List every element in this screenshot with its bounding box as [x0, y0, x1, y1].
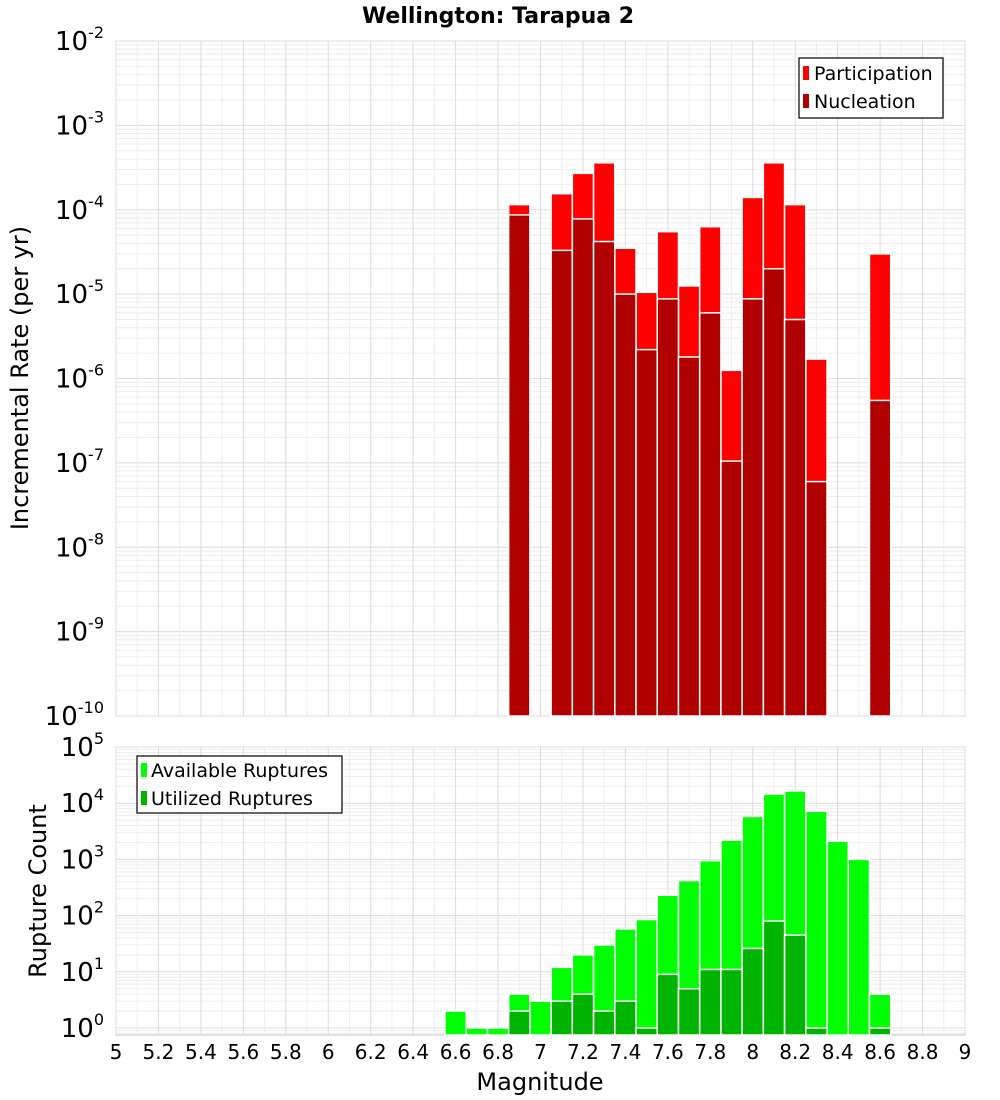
x-tick-label: 8.2	[779, 1040, 811, 1064]
nucleation-bar	[656, 298, 680, 717]
top-y-tick-label: 10-4	[55, 192, 104, 226]
nucleation-bar	[868, 399, 892, 717]
nucleation-bar	[720, 460, 743, 717]
utilized-ruptures-bar	[698, 968, 722, 1036]
top-legend: Participation Nucleation	[798, 57, 944, 119]
top-legend-box	[798, 57, 944, 119]
legend-participation-swatch	[803, 66, 809, 80]
nucleation-bar	[677, 356, 701, 717]
top-plot: 10-10 10-9 10-8 10-7 10-6 10-5 10-4 10-3 10-2 In…	[6, 23, 966, 732]
available-ruptures-bar	[444, 1010, 467, 1036]
bottom-y-axis-label: Rupture Count	[24, 804, 52, 978]
legend-utilized-swatch	[141, 791, 147, 805]
nucleation-bar	[805, 480, 828, 717]
nucleation-bar	[741, 298, 765, 717]
x-tick-label: 5.6	[227, 1040, 259, 1064]
bottom-y-tick-label: 100	[61, 1010, 104, 1044]
x-tick-label: 7.4	[609, 1040, 641, 1064]
bottom-bars	[444, 790, 892, 1036]
nucleation-bar	[571, 218, 595, 717]
bottom-y-tick-label: 102	[61, 898, 104, 932]
top-y-tick-label: 10-3	[55, 107, 104, 141]
legend-utilized-label: Utilized Ruptures	[151, 788, 313, 810]
bottom-y-tick-label: 103	[61, 841, 104, 875]
top-y-tick-label: 10-5	[55, 276, 104, 310]
bottom-y-tick-label: 105	[61, 729, 104, 763]
x-tick-label: 6	[322, 1040, 335, 1064]
legend-available-swatch	[141, 763, 147, 777]
x-tick-label: 5	[110, 1040, 123, 1064]
utilized-ruptures-bar	[741, 947, 765, 1036]
top-grid	[115, 40, 966, 717]
top-y-tick-label: 10-6	[55, 361, 104, 395]
utilized-ruptures-bar	[720, 968, 743, 1036]
utilized-ruptures-bar	[571, 993, 595, 1036]
utilized-ruptures-bar	[550, 1000, 574, 1036]
available-ruptures-bar	[826, 840, 850, 1036]
x-tick-label: 7.6	[652, 1040, 684, 1064]
top-y-tick-label: 10-8	[55, 529, 104, 563]
legend-participation-label: Participation	[814, 63, 933, 85]
bottom-y-tick-label: 104	[61, 785, 104, 819]
available-ruptures-bar	[635, 918, 658, 1036]
bottom-y-tick-label: 101	[61, 954, 104, 988]
nucleation-bar	[698, 312, 722, 717]
utilized-ruptures-bar	[677, 987, 701, 1036]
x-tick-label: 7.8	[694, 1040, 726, 1064]
top-bars	[507, 162, 892, 717]
nucleation-bar	[550, 249, 574, 717]
utilized-ruptures-bar	[783, 934, 807, 1036]
x-tick-label: 5.2	[143, 1040, 175, 1064]
nucleation-bar	[614, 293, 637, 717]
utilized-ruptures-bar	[868, 1027, 892, 1036]
bottom-legend: Available Ruptures Utilized Ruptures	[136, 755, 343, 814]
nucleation-bar	[762, 267, 786, 717]
bottom-legend-box	[136, 755, 343, 814]
available-ruptures-bar	[529, 1000, 552, 1036]
utilized-ruptures-bar	[656, 973, 680, 1036]
top-y-tick-label: 10-2	[55, 23, 104, 57]
x-tick-label: 7.2	[567, 1040, 599, 1064]
utilized-ruptures-bar	[614, 1000, 637, 1036]
x-tick-label: 6.4	[397, 1040, 429, 1064]
nucleation-bar	[635, 348, 658, 717]
x-axis-label: Magnitude	[476, 1068, 603, 1096]
utilized-ruptures-bar	[805, 1027, 828, 1036]
chart-title: Wellington: Tarарua 2	[362, 4, 634, 29]
bottom-plot: 100 101 102 103 104 105 Rupture Count Availab…	[24, 729, 966, 1044]
x-tick-label: 8.8	[907, 1040, 939, 1064]
utilized-ruptures-bar	[635, 1027, 658, 1036]
utilized-ruptures-bar	[507, 1010, 531, 1036]
x-tick-label: 6.6	[440, 1040, 472, 1064]
x-tick-label: 8	[746, 1040, 759, 1064]
x-tick-label: 5.4	[185, 1040, 217, 1064]
bottom-y-ticks: 100 101 102 103 104 105	[61, 729, 104, 1044]
nucleation-bar	[783, 318, 807, 717]
nucleation-bar	[507, 214, 531, 717]
x-tick-label: 9	[959, 1040, 972, 1064]
legend-available-label: Available Ruptures	[151, 760, 328, 782]
x-tick-label: 5.8	[270, 1040, 302, 1064]
top-y-tick-label: 10-7	[55, 445, 104, 479]
x-tick-label: 6.8	[482, 1040, 514, 1064]
top-y-tick-label: 10-9	[55, 614, 104, 648]
top-y-tick-label: 10-10	[45, 698, 104, 732]
x-tick-label: 6.2	[355, 1040, 387, 1064]
top-y-axis-label: Incremental Rate (per yr)	[6, 226, 34, 530]
available-ruptures-bar	[805, 810, 828, 1036]
top-y-ticks: 10-10 10-9 10-8 10-7 10-6 10-5 10-4 10-3 10-2	[45, 23, 104, 732]
available-ruptures-bar	[465, 1027, 489, 1036]
nucleation-bar	[592, 240, 616, 717]
x-tick-label: 7	[534, 1040, 547, 1064]
available-ruptures-bar	[847, 858, 871, 1036]
available-ruptures-bar	[486, 1027, 510, 1036]
x-tick-label: 8.6	[864, 1040, 896, 1064]
legend-nucleation-label: Nucleation	[814, 91, 916, 113]
utilized-ruptures-bar	[592, 1010, 616, 1036]
legend-nucleation-swatch	[803, 94, 809, 108]
utilized-ruptures-bar	[762, 920, 786, 1036]
x-tick-labels: 5 5.2 5.4 5.6 5.8 6 6.2 6.4 6.6 6.8 7 7.2 7.4 7.6 7.8 8…	[110, 1040, 972, 1064]
x-tick-label: 8.4	[822, 1040, 854, 1064]
